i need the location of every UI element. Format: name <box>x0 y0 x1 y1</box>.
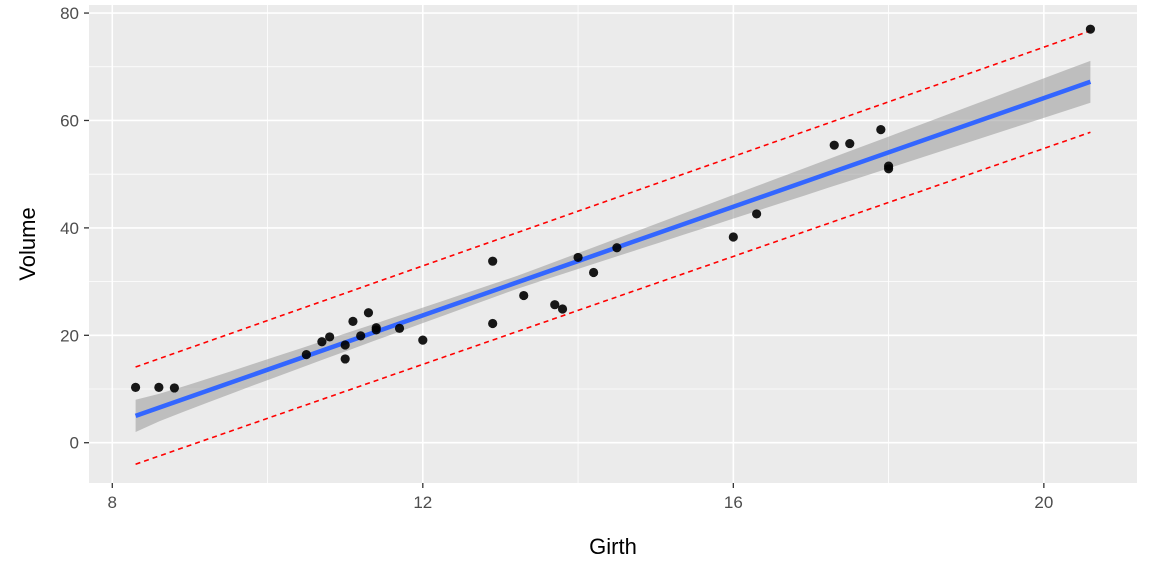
y-tick-label: 20 <box>60 326 79 345</box>
data-point <box>394 323 405 333</box>
lower-prediction-line <box>135 131 1091 465</box>
data-point <box>317 337 327 347</box>
data-point <box>418 335 428 345</box>
data-point <box>488 256 498 266</box>
x-tick-label: 20 <box>1034 493 1053 512</box>
data-point <box>1085 24 1096 34</box>
y-tick-label: 80 <box>60 4 79 23</box>
data-point <box>728 232 738 242</box>
data-point <box>371 323 381 333</box>
data-point <box>356 331 366 341</box>
y-tick-label: 0 <box>70 434 79 453</box>
data-point <box>876 125 886 135</box>
data-point <box>829 140 839 150</box>
data-point <box>519 290 529 301</box>
data-point <box>550 300 560 310</box>
y-axis-title: Volume <box>15 207 40 280</box>
data-point <box>488 318 498 329</box>
data-point <box>340 354 350 364</box>
prediction-interval-lines <box>135 30 1091 465</box>
data-point <box>557 304 568 314</box>
data-point <box>169 383 179 393</box>
data-point <box>154 382 164 392</box>
upper-prediction-line <box>135 30 1091 368</box>
data-point <box>573 252 583 263</box>
data-point <box>130 382 141 392</box>
data-point <box>340 340 350 350</box>
data-point <box>348 316 358 326</box>
data-point <box>752 209 762 219</box>
x-tick-label: 8 <box>108 493 117 512</box>
data-point <box>612 243 622 253</box>
y-tick-label: 60 <box>60 111 79 130</box>
data-point <box>325 332 335 342</box>
axes: 8 12 16 20 0 20 40 60 80 <box>60 4 1053 512</box>
x-tick-label: 12 <box>413 493 432 512</box>
data-point <box>845 138 855 149</box>
data-points <box>130 24 1096 393</box>
y-tick-label: 40 <box>60 219 79 238</box>
data-point <box>588 267 599 278</box>
data-point <box>363 308 374 318</box>
x-tick-label: 16 <box>724 493 743 512</box>
data-point <box>883 164 894 174</box>
data-point <box>301 350 311 360</box>
grid-lines <box>89 5 1137 483</box>
x-axis-title: Girth <box>589 534 637 559</box>
